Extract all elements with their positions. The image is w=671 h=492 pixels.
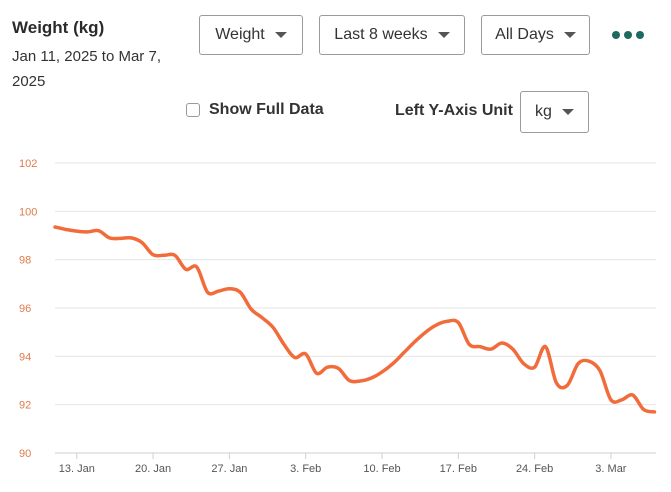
data-point-2025-02-08[interactable] — [357, 378, 363, 384]
data-point-2025-02-14[interactable] — [423, 329, 429, 335]
data-point-2025-03-04[interactable] — [619, 397, 625, 403]
chart-title: Weight (kg) — [12, 18, 105, 37]
data-point-2025-01-16[interactable] — [107, 235, 113, 241]
x-tick-label: 24. Feb — [516, 463, 553, 475]
show-full-data-label: Show Full Data — [209, 101, 324, 118]
data-point-2025-02-26[interactable] — [553, 380, 559, 386]
y-tick-label: 102 — [19, 158, 37, 170]
data-point-2025-02-04[interactable] — [314, 370, 320, 376]
data-point-2025-03-02[interactable] — [597, 368, 603, 374]
data-point-2025-02-17[interactable] — [455, 320, 461, 326]
y-tick-label: 92 — [19, 400, 31, 412]
range-dropdown-value: Last 8 weeks — [334, 26, 428, 43]
data-point-2025-01-15[interactable] — [96, 228, 102, 234]
data-point-2025-02-22[interactable] — [510, 346, 516, 352]
data-point-2025-01-19[interactable] — [139, 240, 145, 246]
more-dots-icon[interactable] — [612, 27, 648, 43]
x-tick-label: 3. Feb — [290, 463, 321, 475]
data-point-2025-02-23[interactable] — [521, 361, 527, 367]
metric-dropdown-value: Weight — [215, 26, 265, 43]
show-full-data-checkbox[interactable] — [186, 103, 200, 117]
x-tick-label: 13. Jan — [59, 463, 95, 475]
data-point-2025-01-29[interactable] — [248, 306, 254, 312]
x-tick-label: 10. Feb — [363, 463, 400, 475]
data-point-2025-01-21[interactable] — [161, 252, 167, 258]
data-point-2025-02-24[interactable] — [532, 364, 538, 370]
data-point-2025-03-05[interactable] — [630, 392, 636, 398]
data-point-2025-02-13[interactable] — [412, 339, 418, 345]
data-point-2025-01-14[interactable] — [85, 229, 91, 235]
y-tick-label: 90 — [19, 448, 31, 460]
dot — [636, 31, 644, 39]
data-point-2025-01-18[interactable] — [128, 235, 134, 241]
chevron-down-icon — [563, 32, 576, 38]
date-range-text: Jan 11, 2025 to Mar 7, 2025 — [12, 48, 161, 90]
data-point-2025-02-02[interactable] — [292, 355, 298, 361]
data-point-2025-02-11[interactable] — [390, 361, 396, 367]
x-tick-label: 17. Feb — [440, 463, 477, 475]
data-point-2025-01-25[interactable] — [205, 289, 211, 295]
unit-dropdown-value: kg — [535, 103, 552, 120]
data-point-2025-02-28[interactable] — [575, 361, 581, 367]
data-point-2025-02-05[interactable] — [325, 364, 331, 370]
days-dropdown-value: All Days — [495, 26, 554, 43]
dot — [624, 31, 632, 39]
chevron-down-icon — [437, 32, 450, 38]
data-point-2025-01-22[interactable] — [172, 252, 178, 258]
data-point-2025-01-17[interactable] — [117, 235, 123, 241]
data-point-2025-02-10[interactable] — [379, 369, 385, 375]
data-point-2025-01-26[interactable] — [216, 288, 222, 294]
data-point-2025-02-27[interactable] — [564, 382, 570, 388]
data-point-2025-02-07[interactable] — [346, 378, 352, 384]
data-point-2025-01-11[interactable] — [52, 224, 58, 230]
data-point-2025-02-19[interactable] — [477, 344, 483, 350]
data-point-2025-01-28[interactable] — [237, 289, 243, 295]
data-point-2025-01-31[interactable] — [270, 324, 276, 330]
data-point-2025-02-09[interactable] — [368, 375, 374, 381]
show-full-data-toggle[interactable]: Show Full Data — [186, 101, 324, 119]
y-tick-label: 100 — [19, 206, 37, 218]
data-point-2025-01-27[interactable] — [226, 286, 232, 292]
data-point-2025-02-16[interactable] — [444, 318, 450, 324]
y-tick-label: 94 — [19, 351, 31, 363]
data-point-2025-02-12[interactable] — [401, 350, 407, 356]
data-point-2025-01-12[interactable] — [63, 226, 69, 232]
data-point-2025-01-24[interactable] — [194, 264, 200, 270]
data-point-2025-03-06[interactable] — [641, 407, 647, 413]
data-point-2025-02-20[interactable] — [488, 346, 494, 352]
data-point-2025-02-03[interactable] — [303, 351, 309, 357]
data-point-2025-02-25[interactable] — [543, 344, 549, 350]
chevron-down-icon — [274, 32, 287, 38]
y-tick-label: 96 — [19, 303, 31, 315]
x-tick-label: 3. Mar — [595, 463, 627, 475]
y-axis-unit-label: Left Y-Axis Unit — [395, 102, 513, 119]
data-point-2025-03-03[interactable] — [608, 397, 614, 403]
data-point-2025-02-06[interactable] — [335, 365, 341, 371]
dot — [612, 31, 620, 39]
x-tick-label: 27. Jan — [211, 463, 247, 475]
metric-dropdown[interactable]: Weight — [199, 15, 303, 55]
data-point-2025-03-01[interactable] — [586, 358, 592, 364]
days-dropdown[interactable]: All Days — [481, 15, 590, 55]
data-point-2025-02-18[interactable] — [466, 341, 472, 347]
x-tick-label: 20. Jan — [135, 463, 171, 475]
data-point-2025-02-21[interactable] — [499, 340, 505, 346]
data-point-2025-01-30[interactable] — [259, 315, 265, 321]
data-point-2025-03-07[interactable] — [652, 409, 658, 415]
data-point-2025-01-20[interactable] — [150, 252, 156, 258]
data-point-2025-02-15[interactable] — [434, 322, 440, 328]
data-point-2025-02-01[interactable] — [281, 341, 287, 347]
data-point-2025-01-23[interactable] — [183, 266, 189, 272]
range-dropdown[interactable]: Last 8 weeks — [319, 15, 465, 55]
y-tick-label: 98 — [19, 255, 31, 267]
data-point-2025-01-13[interactable] — [74, 228, 80, 234]
weight-series-line[interactable] — [53, 225, 657, 414]
chevron-down-icon — [561, 109, 574, 115]
unit-dropdown[interactable]: kg — [520, 91, 589, 133]
